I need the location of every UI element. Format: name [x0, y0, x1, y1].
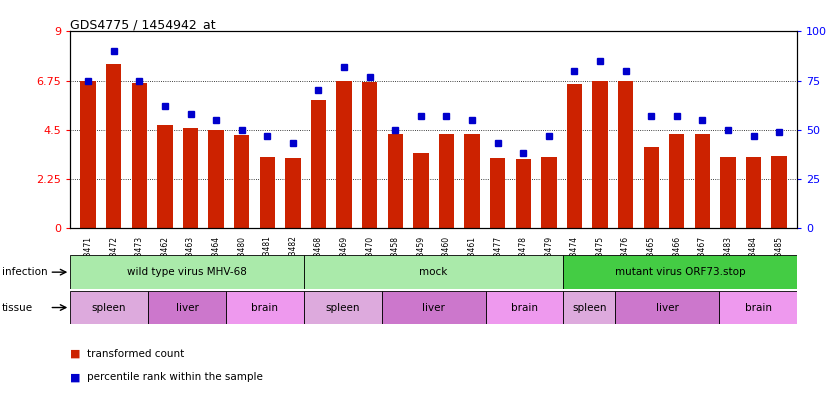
Text: GDS4775 / 1454942_at: GDS4775 / 1454942_at: [70, 18, 216, 31]
Text: infection: infection: [2, 267, 47, 277]
Bar: [719, 291, 797, 324]
Bar: [234, 135, 249, 228]
Bar: [490, 158, 506, 228]
Text: ■: ■: [70, 372, 84, 382]
Bar: [618, 81, 634, 228]
Bar: [563, 255, 797, 289]
Text: brain: brain: [511, 303, 538, 312]
Bar: [464, 134, 480, 228]
Text: brain: brain: [745, 303, 771, 312]
Bar: [695, 134, 710, 228]
Text: brain: brain: [251, 303, 278, 312]
Bar: [669, 134, 685, 228]
Bar: [70, 291, 148, 324]
Bar: [746, 157, 762, 228]
Bar: [413, 152, 429, 228]
Text: spleen: spleen: [92, 303, 126, 312]
Bar: [541, 157, 557, 228]
Bar: [311, 100, 326, 228]
Text: wild type virus MHV-68: wild type virus MHV-68: [127, 267, 247, 277]
Bar: [106, 64, 121, 228]
Text: mutant virus ORF73.stop: mutant virus ORF73.stop: [615, 267, 746, 277]
Text: spleen: spleen: [572, 303, 606, 312]
Bar: [771, 156, 787, 228]
Bar: [259, 157, 275, 228]
Bar: [643, 147, 659, 228]
Text: ■: ■: [70, 349, 84, 359]
Text: liver: liver: [176, 303, 198, 312]
Bar: [226, 291, 304, 324]
Text: liver: liver: [656, 303, 679, 312]
Text: percentile rank within the sample: percentile rank within the sample: [87, 372, 263, 382]
Bar: [157, 125, 173, 228]
Bar: [208, 130, 224, 228]
Bar: [131, 83, 147, 228]
Bar: [336, 81, 352, 228]
Bar: [148, 291, 226, 324]
Bar: [567, 84, 582, 228]
Text: mock: mock: [420, 267, 448, 277]
Text: liver: liver: [422, 303, 445, 312]
Bar: [720, 157, 736, 228]
Bar: [592, 81, 608, 228]
Bar: [486, 291, 563, 324]
Text: transformed count: transformed count: [87, 349, 184, 359]
Bar: [80, 81, 96, 228]
Bar: [70, 255, 304, 289]
Text: spleen: spleen: [325, 303, 360, 312]
Bar: [382, 291, 486, 324]
Bar: [183, 127, 198, 228]
Bar: [563, 291, 615, 324]
Bar: [387, 134, 403, 228]
Bar: [515, 159, 531, 228]
Bar: [362, 82, 377, 228]
Text: tissue: tissue: [2, 303, 33, 312]
Bar: [439, 134, 454, 228]
Bar: [615, 291, 719, 324]
Bar: [304, 291, 382, 324]
Bar: [304, 255, 563, 289]
Bar: [285, 158, 301, 228]
